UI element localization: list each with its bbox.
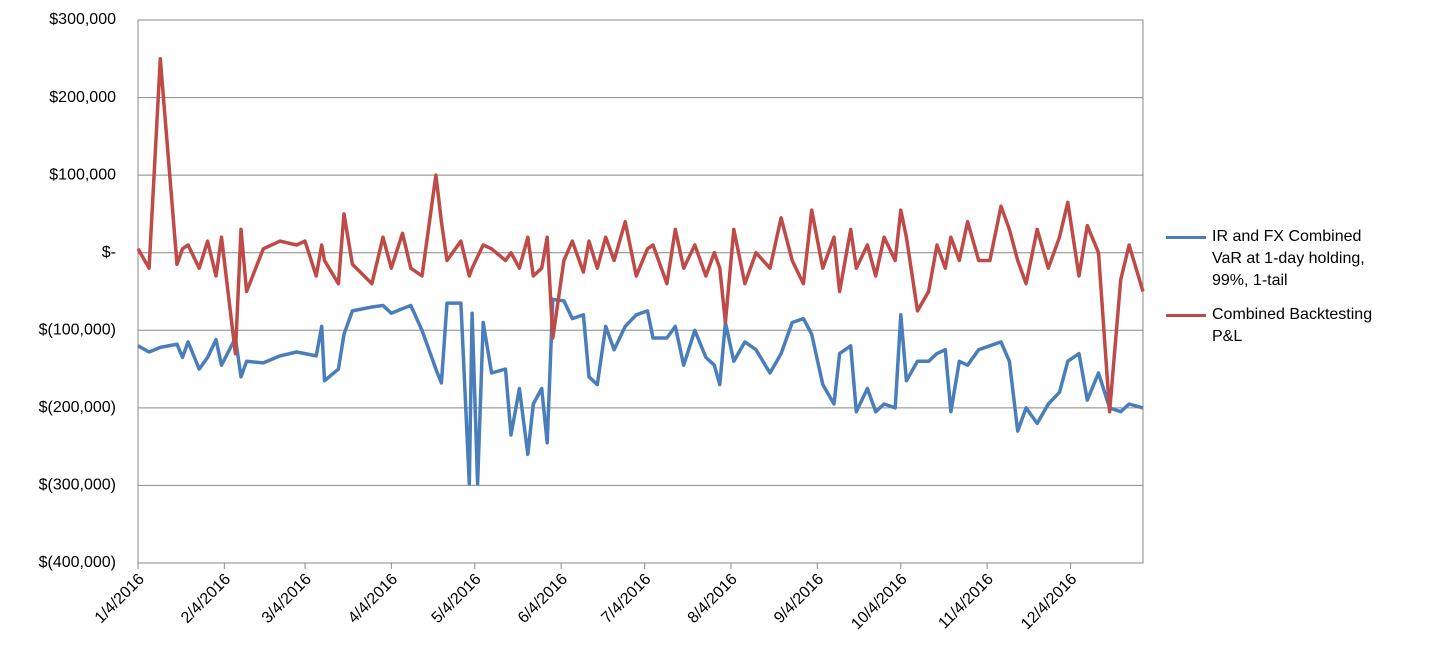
series-line — [137, 297, 1144, 486]
plot-area — [137, 19, 1144, 564]
x-tick-label: 12/4/2016 — [1018, 571, 1080, 633]
legend-entry: IR and FX Combined VaR at 1-day holding,… — [1166, 226, 1376, 292]
y-tick-label: $(400,000) — [39, 554, 116, 571]
y-tick-label: $(200,000) — [39, 399, 116, 416]
y-tick-label: $- — [102, 244, 116, 261]
x-tick-label: 1/4/2016 — [92, 571, 148, 627]
x-tick-label: 9/4/2016 — [771, 571, 827, 627]
y-tick-label: $100,000 — [49, 166, 116, 183]
y-tick-label: $300,000 — [49, 11, 116, 28]
x-tick-label: 4/4/2016 — [345, 571, 401, 627]
legend-label: Combined Backtesting P&L — [1212, 306, 1373, 345]
x-tick-label: 7/4/2016 — [598, 571, 654, 627]
x-tick-label: 6/4/2016 — [515, 571, 571, 627]
legend: IR and FX Combined VaR at 1-day holding,… — [1166, 226, 1376, 360]
legend-swatch — [1166, 236, 1206, 239]
legend-label: IR and FX Combined VaR at 1-day holding,… — [1212, 228, 1365, 289]
y-tick-label: $(100,000) — [39, 322, 116, 339]
y-tick-label: $200,000 — [49, 89, 116, 106]
x-tick-label: 5/4/2016 — [429, 571, 485, 627]
x-tick-label: 3/4/2016 — [259, 571, 315, 627]
legend-swatch — [1166, 314, 1206, 317]
series-line — [136, 57, 1145, 414]
x-tick-label: 11/4/2016 — [935, 571, 997, 633]
legend-entry: Combined Backtesting P&L — [1166, 304, 1376, 348]
x-tick-label: 10/4/2016 — [848, 571, 910, 633]
y-tick-label: $(300,000) — [39, 477, 116, 494]
x-tick-label: 2/4/2016 — [178, 571, 234, 627]
x-tick-label: 8/4/2016 — [685, 571, 741, 627]
